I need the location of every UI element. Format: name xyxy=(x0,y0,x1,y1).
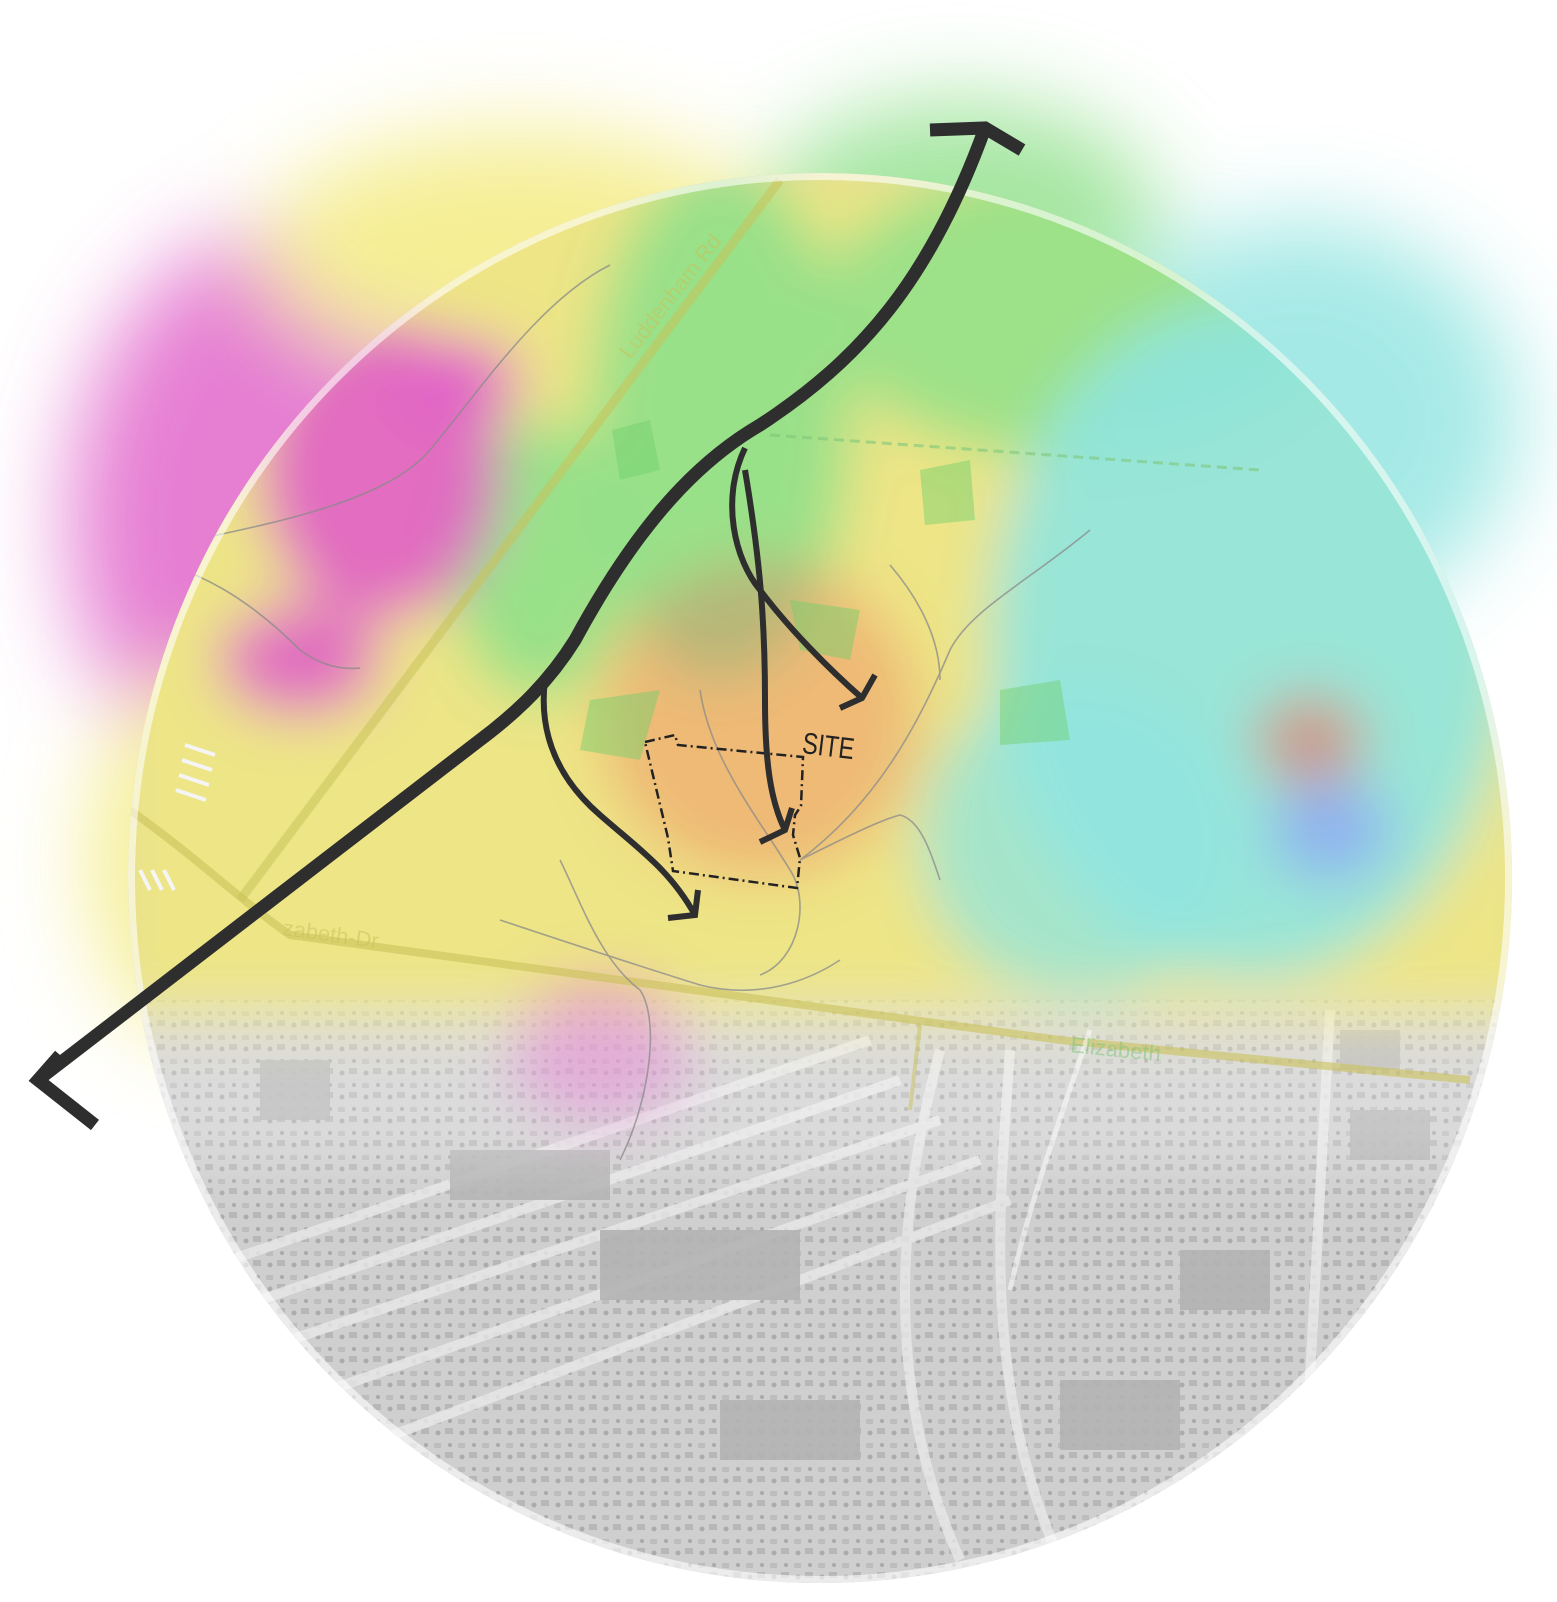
main-arrow-head-northeast xyxy=(929,121,1026,156)
road-luddenham xyxy=(236,177,784,903)
main-arrow-head-southwest xyxy=(28,1050,100,1131)
parking-marks xyxy=(138,743,216,891)
branch-arrow-middle-head xyxy=(758,807,795,845)
flow-arrows xyxy=(28,121,1026,1131)
road-elizabeth xyxy=(128,806,1471,1084)
roads xyxy=(128,177,1471,1291)
branch-arrow-south xyxy=(540,679,698,917)
branch-arrow-north-head xyxy=(838,673,878,711)
heat-red-site xyxy=(600,560,920,880)
road-connector xyxy=(908,1024,922,1111)
drainage-lines xyxy=(128,264,1091,1161)
heat-green-ridge xyxy=(590,173,850,680)
branch-arrow-south-head xyxy=(667,889,701,921)
field-patches xyxy=(580,420,1070,760)
heat-red-spot-east xyxy=(1255,695,1365,785)
site-boundary[interactable]: SITE xyxy=(643,726,857,890)
heat-blue-spot xyxy=(1270,780,1390,880)
branch-arrow-middle xyxy=(742,469,788,832)
heat-magenta-west xyxy=(220,605,380,715)
heat-cyan-south xyxy=(920,680,1240,1000)
site-label: SITE xyxy=(801,726,857,766)
heat-fade xyxy=(128,1000,1512,1170)
heat-magenta-spot xyxy=(400,340,520,420)
road-south-curve xyxy=(1007,1029,1093,1291)
road-track-north xyxy=(769,433,1261,472)
